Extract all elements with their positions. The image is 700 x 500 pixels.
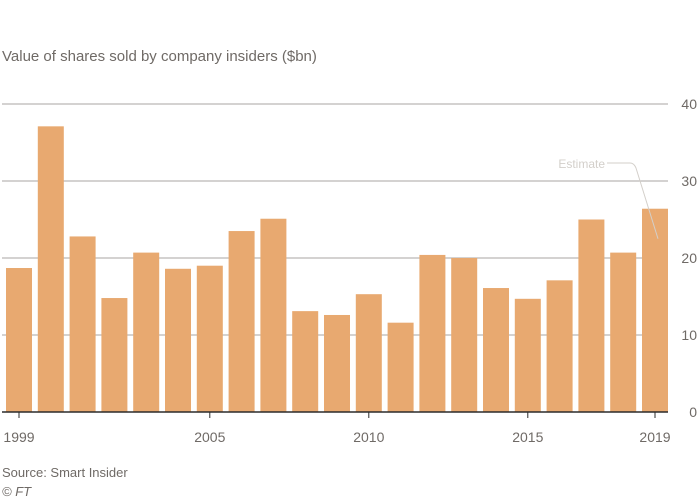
y-tick-label-10: 10 <box>681 327 697 343</box>
axes: 0 10 20 30 40 1999 2005 2010 2015 2019 <box>2 96 697 445</box>
chart-title: Value of shares sold by company insiders… <box>2 48 317 65</box>
source-note: Source: Smart Insider <box>2 465 128 480</box>
bar-2019 <box>642 208 668 412</box>
bar-2011 <box>387 322 414 412</box>
bar-2012 <box>419 254 446 412</box>
y-tick-label-30: 30 <box>681 173 697 189</box>
bar-2000 <box>37 126 64 412</box>
x-tick-label-2019: 2019 <box>639 429 670 445</box>
bar-2006 <box>228 231 255 412</box>
bar-1999 <box>6 268 32 412</box>
bar-2016 <box>546 280 573 412</box>
y-tick-label-40: 40 <box>681 96 697 112</box>
bar-2018 <box>610 252 637 412</box>
bar-2001 <box>69 236 96 412</box>
bar-2003 <box>133 252 160 412</box>
x-tick-label-2015: 2015 <box>512 429 543 445</box>
y-tick-label-0: 0 <box>689 404 697 420</box>
y-tick-label-20: 20 <box>681 250 697 266</box>
estimate-leader-line <box>607 162 659 239</box>
bar-2009 <box>324 314 350 412</box>
estimate-label: Estimate <box>558 157 605 171</box>
x-tick-label-1999: 1999 <box>3 429 34 445</box>
bar-2008 <box>292 311 319 412</box>
bar-2002 <box>101 298 128 412</box>
bar-2015 <box>514 298 541 412</box>
x-tick-label-2005: 2005 <box>194 429 225 445</box>
bar-2014 <box>483 288 509 412</box>
x-tick-label-2010: 2010 <box>353 429 384 445</box>
bar-2017 <box>578 219 605 412</box>
bar-2004 <box>165 268 191 412</box>
copyright-note: © FT <box>2 484 32 499</box>
bar-2010 <box>355 294 382 412</box>
bar-2005 <box>196 265 223 412</box>
bar-2013 <box>451 258 478 412</box>
estimate-annotation: Estimate <box>558 157 659 239</box>
bars <box>6 126 668 412</box>
bar-2007 <box>260 218 287 412</box>
